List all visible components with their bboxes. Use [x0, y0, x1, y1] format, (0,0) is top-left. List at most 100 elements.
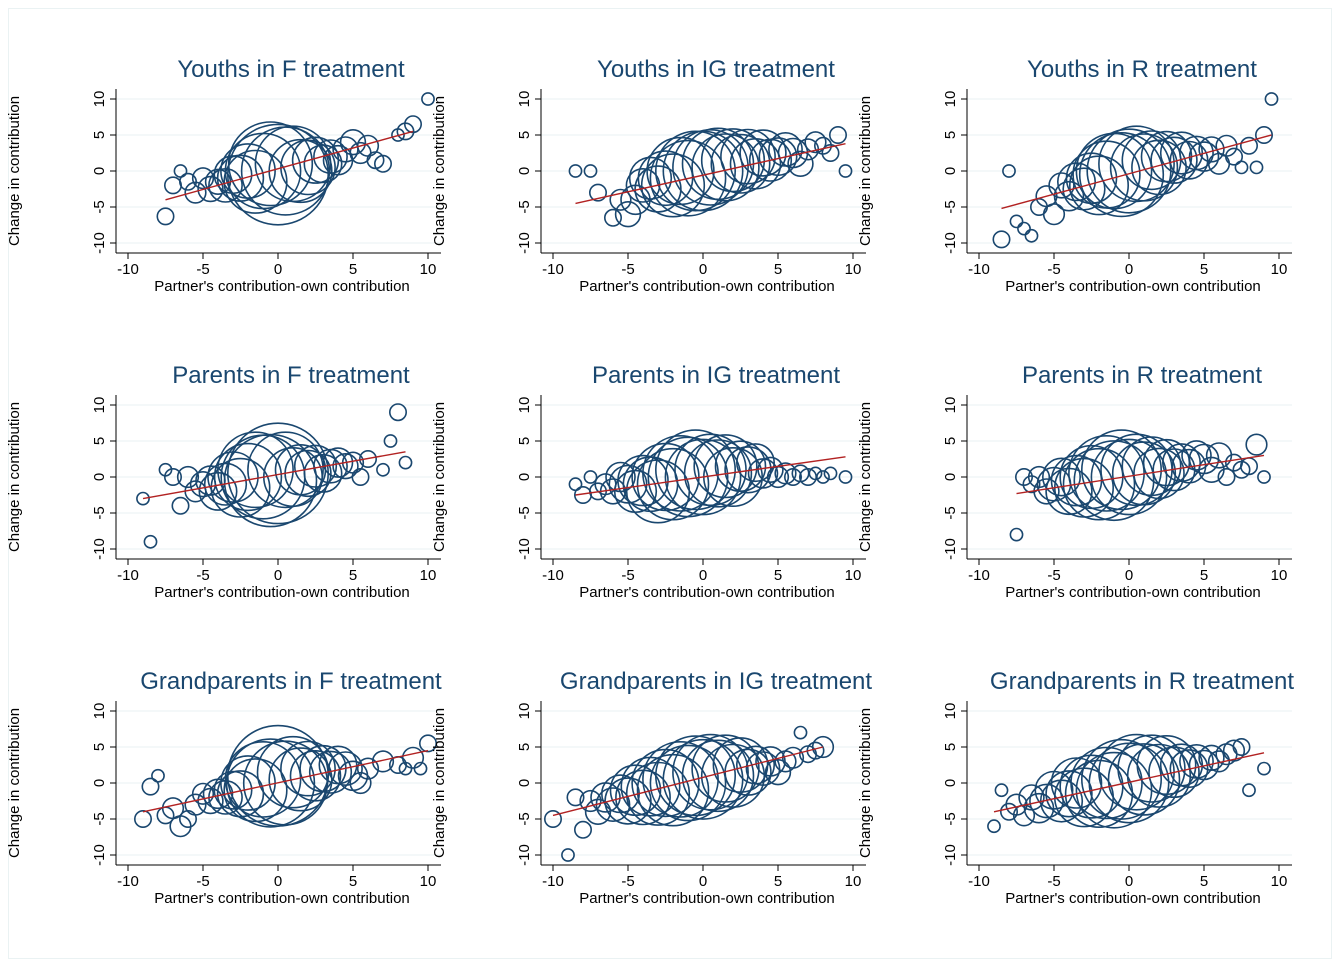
data-point: [700, 743, 766, 808]
x-tick-label: -5: [621, 567, 634, 584]
data-point: [371, 750, 395, 773]
x-tick-label: -10: [542, 261, 564, 278]
data-point: [349, 771, 372, 795]
x-tick-label: 5: [349, 567, 357, 584]
x-tick-label: 0: [699, 261, 707, 278]
y-tick-label: 5: [942, 131, 959, 139]
data-point: [1064, 759, 1134, 828]
y-tick-label: 0: [942, 167, 959, 175]
scatter-panel: -10 -5 0 5 10 -10 -5 0 5 10 Grandparents in F trea…: [6, 668, 442, 907]
x-tick-label: 0: [1125, 567, 1133, 584]
y-tick-label: 0: [516, 473, 533, 481]
x-tick-label: -5: [621, 261, 634, 278]
data-point: [293, 444, 338, 488]
data-point: [1111, 441, 1177, 506]
data-point: [1121, 436, 1182, 497]
data-point: [640, 153, 706, 218]
data-point: [134, 809, 153, 828]
data-point: [224, 741, 302, 818]
data-point: [808, 466, 823, 481]
x-tick-label: 10: [420, 261, 437, 278]
data-point: [1042, 457, 1082, 497]
data-point: [745, 751, 781, 787]
data-point: [1053, 180, 1085, 212]
x-tick-label: 0: [699, 567, 707, 584]
y-tick-label: -5: [942, 812, 959, 825]
data-point: [1017, 221, 1031, 236]
data-point: [373, 154, 392, 173]
data-point: [710, 133, 771, 194]
data-point: [1198, 136, 1225, 163]
x-tick-label: 10: [420, 567, 437, 584]
data-point: [1109, 133, 1179, 202]
chart-title: Youths in R treatment: [1027, 56, 1257, 83]
y-tick-label: 5: [91, 437, 108, 445]
data-point: [693, 434, 758, 499]
x-tick-label: 10: [1271, 873, 1288, 890]
data-point: [566, 788, 585, 807]
data-point: [609, 188, 632, 211]
data-point: [223, 149, 288, 214]
y-axis-label: Change in contribution: [431, 402, 448, 552]
data-point: [579, 789, 602, 813]
data-point: [987, 819, 1001, 834]
x-tick-label: 5: [774, 567, 782, 584]
data-point: [220, 143, 276, 199]
data-point: [176, 465, 200, 489]
data-point: [720, 128, 776, 185]
scatter-panel: -10 -5 0 5 10 -10 -5 0 5 10 Youths in R treatment P…: [857, 56, 1292, 295]
data-point: [1131, 139, 1187, 196]
data-point: [151, 768, 165, 783]
scatter-panel: -10 -5 0 5 10 -10 -5 0 5 10 Parents in R treatment…: [857, 362, 1292, 601]
data-point: [413, 761, 428, 776]
y-tick-label: 10: [91, 91, 108, 108]
scatter-panel: -10 -5 0 5 10 -10 -5 0 5 10 Parents in F treatment…: [6, 362, 441, 601]
data-point: [1207, 750, 1231, 773]
x-tick-label: 0: [1125, 873, 1133, 890]
data-point: [543, 809, 562, 828]
data-point: [604, 777, 652, 825]
data-point: [1073, 440, 1155, 522]
data-point: [1078, 132, 1165, 218]
data-point: [308, 750, 353, 794]
data-point: [247, 431, 324, 509]
x-axis-label: Partner's contribution-own contribution: [154, 584, 410, 601]
data-point: [642, 434, 719, 512]
data-point: [793, 725, 808, 740]
y-tick-label: 5: [516, 743, 533, 751]
data-point: [1062, 447, 1136, 521]
x-tick-label: -10: [117, 567, 139, 584]
chart-title: Parents in F treatment: [172, 362, 410, 389]
x-tick-label: -10: [542, 873, 564, 890]
data-point: [1009, 527, 1024, 542]
data-point: [225, 738, 316, 828]
y-tick-label: 0: [942, 779, 959, 787]
data-point: [664, 438, 742, 516]
data-point: [787, 150, 814, 178]
data-point: [164, 176, 183, 195]
data-point: [573, 820, 592, 839]
y-tick-label: -5: [91, 812, 108, 825]
data-point: [999, 802, 1018, 821]
x-tick-label: -5: [1047, 873, 1060, 890]
y-tick-label: -10: [516, 844, 533, 866]
data-point: [1050, 757, 1103, 809]
data-point: [568, 477, 583, 492]
data-point: [141, 777, 160, 796]
y-tick-label: 0: [516, 779, 533, 787]
y-axis-label: Change in contribution: [431, 96, 448, 246]
data-point: [1234, 160, 1249, 175]
x-tick-label: 10: [420, 873, 437, 890]
data-point: [1002, 164, 1016, 178]
data-point: [691, 734, 760, 803]
fit-line: [142, 451, 406, 500]
x-tick-label: -10: [968, 567, 990, 584]
data-point: [383, 434, 398, 448]
y-tick-label: -5: [91, 200, 108, 213]
y-tick-label: 5: [91, 743, 108, 751]
data-point: [568, 164, 583, 178]
x-tick-label: -10: [968, 873, 990, 890]
data-point: [1042, 203, 1066, 226]
data-point: [398, 455, 413, 470]
x-tick-label: -5: [1047, 567, 1060, 584]
